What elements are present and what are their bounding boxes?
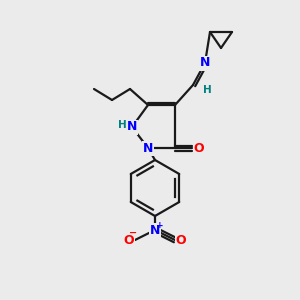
Text: O: O — [176, 233, 186, 247]
Text: N: N — [127, 121, 137, 134]
Text: O: O — [124, 233, 134, 247]
Text: H: H — [118, 120, 126, 130]
Text: H: H — [202, 85, 211, 95]
Text: O: O — [194, 142, 204, 154]
Text: −: − — [129, 228, 137, 238]
Text: N: N — [143, 142, 153, 154]
Text: +: + — [156, 220, 164, 230]
Text: N: N — [200, 56, 210, 70]
Text: N: N — [150, 224, 160, 236]
